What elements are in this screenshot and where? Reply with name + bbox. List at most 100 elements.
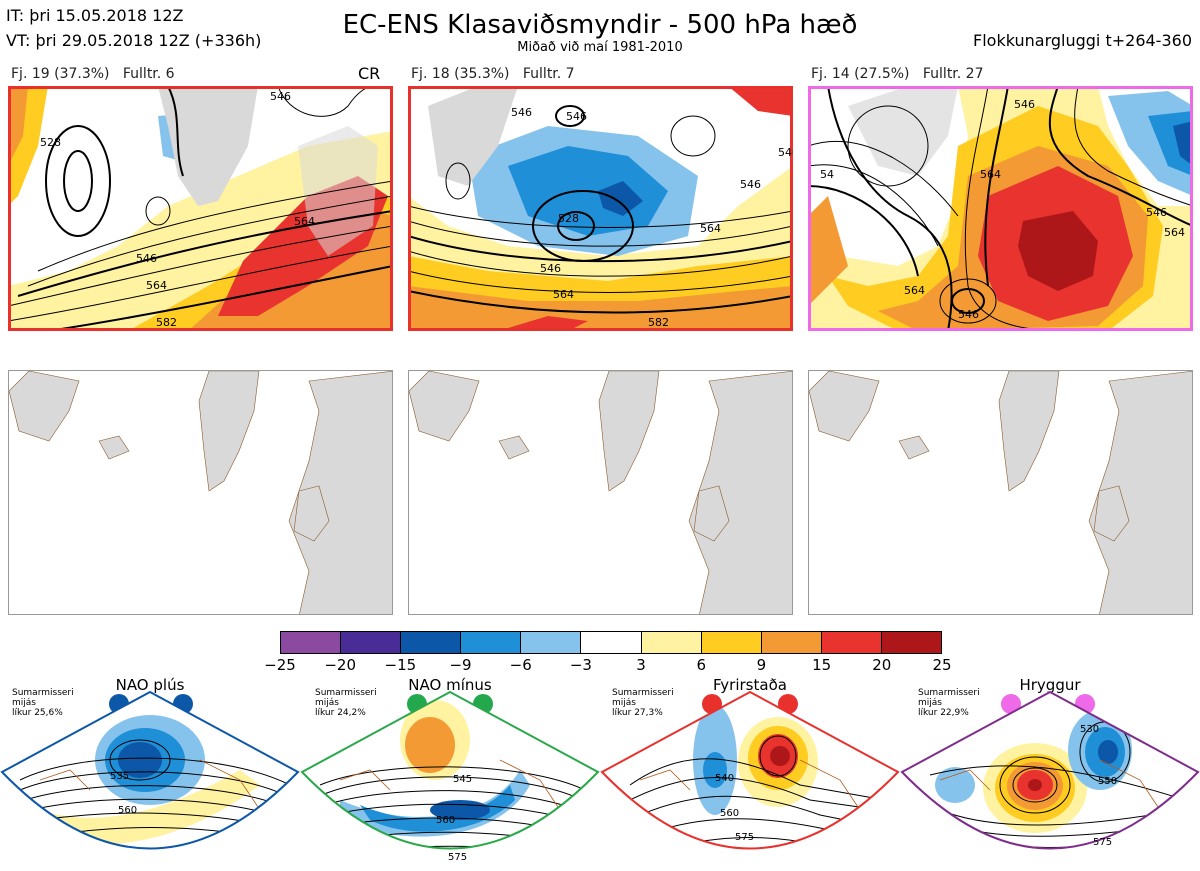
- anomaly-colorbar: [280, 631, 942, 654]
- cluster-1-percent: Fj. 19 (37.3%): [11, 66, 110, 82]
- regime-3-label: 540: [715, 773, 734, 784]
- colorbar-segment: [341, 632, 402, 653]
- regime-1-label: 560: [118, 805, 137, 816]
- empty-map-2: [408, 370, 793, 615]
- cluster-3-contour-label: 546: [1014, 98, 1035, 111]
- regime-1-period: mijás: [12, 698, 36, 708]
- colorbar-tick-label: 9: [756, 656, 767, 674]
- cluster-2-map: 546 546 528 546 564 564 582 546 546: [408, 86, 793, 331]
- colorbar-segment: [281, 632, 342, 653]
- valid-time: VT: þri 29.05.2018 12Z (+336h): [6, 31, 262, 50]
- regime-4-title: Hryggur: [1019, 676, 1081, 694]
- empty-map-3: [808, 370, 1193, 615]
- cluster-2-contour-label: 564: [700, 222, 721, 235]
- page-title: EC-ENS Klasaviðsmyndir - 500 hPa hæð: [342, 10, 858, 40]
- regime-3-title: Fyrirstaða: [713, 676, 787, 694]
- cluster-2-contour-label: 546: [566, 110, 587, 123]
- colorbar-tick-label: 6: [696, 656, 707, 674]
- regime-2-label: 560: [436, 815, 455, 826]
- regime-3-period: mijás: [612, 698, 636, 708]
- regime-1-season: Sumarmisseri: [12, 688, 74, 698]
- colorbar-segment: [821, 632, 882, 653]
- colorbar-tick-label: 20: [872, 656, 892, 674]
- cluster-1-contour-label: 546: [270, 90, 291, 103]
- colorbar-tick-label: 25: [932, 656, 952, 674]
- colorbar-segment: [761, 632, 822, 653]
- regime-1-prob: líkur 25,6%: [12, 708, 63, 718]
- regime-3-label: 560: [720, 808, 739, 819]
- regime-3-map: 540 560 575: [600, 690, 900, 850]
- cluster-2-percent: Fj. 18 (35.3%): [411, 66, 510, 82]
- regime-4-label: 530: [1080, 724, 1099, 735]
- classification-window: Flokkunargluggi t+264-360: [973, 31, 1192, 50]
- cluster-2-contour-label: 582: [648, 316, 669, 329]
- cluster-1-contour-label: 564: [294, 215, 315, 228]
- colorbar-segment: [881, 632, 942, 653]
- cluster-1-contour-label: 582: [156, 316, 177, 329]
- cluster-3-contour-label: 54: [820, 168, 834, 181]
- regime-4-info: Sumarmisseri mijás líkur 22,9%: [918, 688, 980, 718]
- regime-3-prob: líkur 27,3%: [612, 708, 663, 718]
- cluster-2-rep: Fulltr. 7: [522, 66, 575, 82]
- regime-2-map: 545 560 575: [300, 690, 600, 863]
- cluster-2-label: Fj. 18 (35.3%) Fulltr. 7: [411, 66, 575, 82]
- cluster-3-contour-label: 564: [980, 168, 1001, 181]
- cluster-2-contour-label: 546: [540, 262, 561, 275]
- regime-4-dot-left: [1001, 694, 1021, 714]
- cluster-1-map: 528 546 564 564 582 546: [8, 86, 393, 331]
- regime-3-info: Sumarmisseri mijás líkur 27,3%: [612, 688, 674, 718]
- regime-1-map: 535 560: [0, 690, 300, 850]
- colorbar-tick-label: −25: [264, 656, 296, 674]
- regime-2-title: NAO mínus: [408, 676, 492, 694]
- regime-3-season: Sumarmisseri: [612, 688, 674, 698]
- cluster-3-map: 546 564 564 546 546 564 54: [808, 86, 1193, 331]
- colorbar-segment: [701, 632, 762, 653]
- colorbar-tick-label: −3: [569, 656, 592, 674]
- cluster-1-tag: CR: [358, 64, 381, 83]
- cluster-3-label: Fj. 14 (27.5%) Fulltr. 27: [811, 66, 984, 82]
- cluster-2-contour-label: 546: [778, 146, 793, 159]
- regime-2-label: 575: [448, 852, 467, 863]
- cluster-3-contour-label: 546: [1146, 206, 1167, 219]
- regime-4-label: 575: [1093, 837, 1112, 848]
- colorbar-segment: [461, 632, 522, 653]
- cluster-2-contour-label: 546: [511, 106, 532, 119]
- regime-2-info: Sumarmisseri mijás líkur 24,2%: [315, 688, 377, 718]
- colorbar-tick-label: −9: [449, 656, 472, 674]
- cluster-1-contour-label: 528: [40, 136, 61, 149]
- cluster-2-contour-label: 528: [558, 212, 579, 225]
- cluster-3-contour-label: 564: [1164, 226, 1185, 239]
- cluster-1-rep: Fulltr. 6: [122, 66, 175, 82]
- colorbar-tick-label: 3: [636, 656, 646, 674]
- regime-4-prob: líkur 22,9%: [918, 708, 969, 718]
- colorbar-tick-label: 15: [812, 656, 832, 674]
- colorbar-segment: [521, 632, 582, 653]
- regime-2-label: 545: [453, 774, 472, 785]
- regime-2-prob: líkur 24,2%: [315, 708, 366, 718]
- page-subtitle: Miðað við maí 1981-2010: [517, 40, 683, 55]
- cluster-3-contour-label: 564: [904, 284, 925, 297]
- colorbar-tick-label: −20: [324, 656, 356, 674]
- cluster-3-rep: Fulltr. 27: [922, 66, 984, 82]
- cluster-1-label: Fj. 19 (37.3%) Fulltr. 6: [11, 66, 175, 82]
- cluster-2-contour-label: 564: [553, 288, 574, 301]
- cluster-3-percent: Fj. 14 (27.5%): [811, 66, 910, 82]
- regime-4-map: 530 550 575: [900, 690, 1200, 850]
- regime-4-label: 550: [1098, 776, 1117, 787]
- regime-2-period: mijás: [315, 698, 339, 708]
- regime-2-season: Sumarmisseri: [315, 688, 377, 698]
- cluster-1-contour-label: 546: [136, 252, 157, 265]
- regime-1-title: NAO plús: [115, 676, 185, 694]
- colorbar-segment: [581, 632, 642, 653]
- colorbar-segment: [401, 632, 462, 653]
- colorbar-tick-label: −6: [509, 656, 532, 674]
- regime-4-period: mijás: [918, 698, 942, 708]
- regime-1-label: 535: [110, 771, 129, 782]
- colorbar-segment: [641, 632, 702, 653]
- cluster-2-contour-label: 546: [740, 178, 761, 191]
- colorbar-tick-label: −15: [384, 656, 417, 674]
- cluster-3-contour-label: 546: [958, 308, 979, 321]
- empty-map-1: [8, 370, 393, 615]
- regime-1-info: Sumarmisseri mijás líkur 25,6%: [12, 688, 74, 718]
- regime-4-season: Sumarmisseri: [918, 688, 980, 698]
